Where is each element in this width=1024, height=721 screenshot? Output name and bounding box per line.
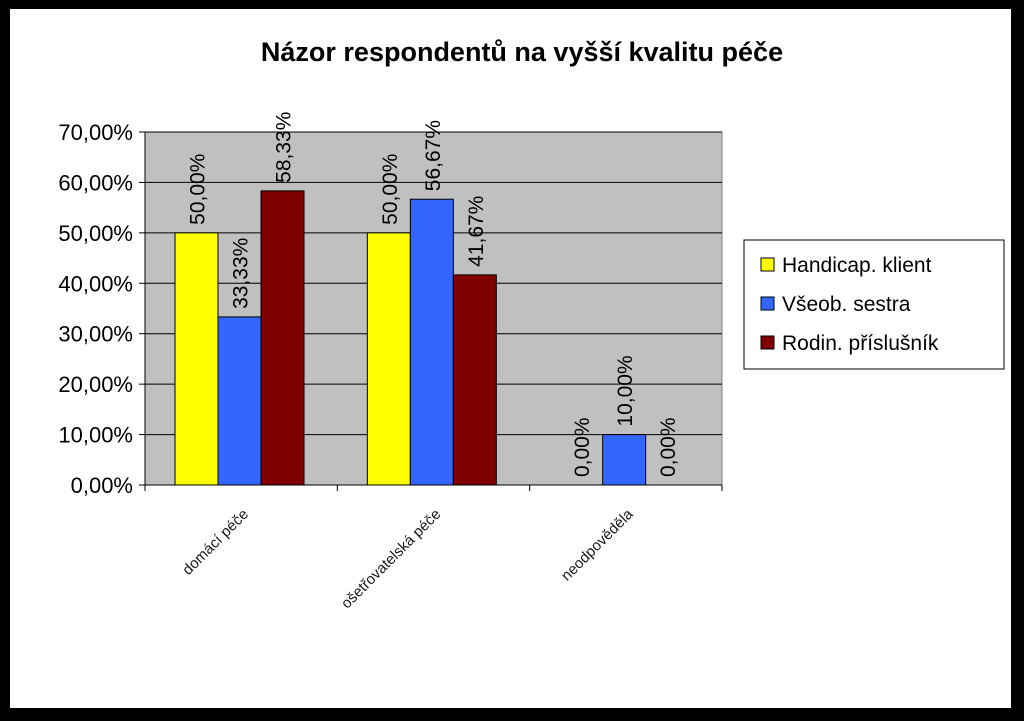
- chart-title: Názor respondentů na vyšší kvalitu péče: [261, 37, 783, 67]
- y-tick-label: 30,00%: [58, 322, 133, 347]
- legend-swatch: [760, 335, 775, 350]
- plot-area: 0,00% 10,00% 20,00% 30,00% 40,00% 50,00% 60,00…: [58, 112, 723, 612]
- legend: Handicap. klient Všeob. sestra Rodin. přís…: [743, 239, 1005, 370]
- bar: [452, 274, 497, 486]
- data-label: 58,33%: [273, 112, 296, 183]
- y-tick-label: 40,00%: [58, 271, 133, 296]
- data-label: 50,00%: [379, 154, 402, 225]
- data-label: 33,33%: [230, 238, 253, 309]
- legend-label: Handicap. klient: [782, 254, 932, 277]
- data-label: 0,00%: [571, 417, 594, 477]
- bar: [217, 316, 262, 486]
- legend-box: [743, 239, 1005, 370]
- y-tick-label: 70,00%: [58, 120, 133, 145]
- x-tick-label: domácí péče: [179, 506, 252, 579]
- bar: [174, 232, 219, 486]
- legend-label: Všeob. sestra: [782, 293, 911, 316]
- y-tick-label: 0,00%: [71, 473, 133, 498]
- data-label: 0,00%: [657, 417, 680, 477]
- y-tick-label: 50,00%: [58, 221, 133, 246]
- y-tick-label: 60,00%: [58, 170, 133, 195]
- bar: [366, 232, 411, 486]
- data-label: 50,00%: [187, 154, 210, 225]
- data-label: 41,67%: [465, 196, 488, 267]
- y-tick-label: 10,00%: [58, 423, 133, 448]
- x-tick-label: neodpověděla: [558, 505, 637, 584]
- bar: [409, 198, 454, 486]
- legend-swatch: [760, 296, 775, 311]
- bar: [260, 190, 305, 486]
- data-label: 56,67%: [422, 120, 445, 191]
- legend-swatch: [760, 257, 775, 272]
- x-tick-label: ošetřovatelská péče: [338, 506, 444, 612]
- bar: [602, 434, 647, 486]
- bar-chart: Názor respondentů na vyšší kvalitu péče …: [58, 37, 1005, 612]
- legend-label: Rodin. příslušník: [782, 332, 939, 355]
- data-label: 10,00%: [614, 355, 637, 426]
- chart-frame: Názor respondentů na vyšší kvalitu péče …: [10, 9, 1011, 708]
- y-tick-label: 20,00%: [58, 372, 133, 397]
